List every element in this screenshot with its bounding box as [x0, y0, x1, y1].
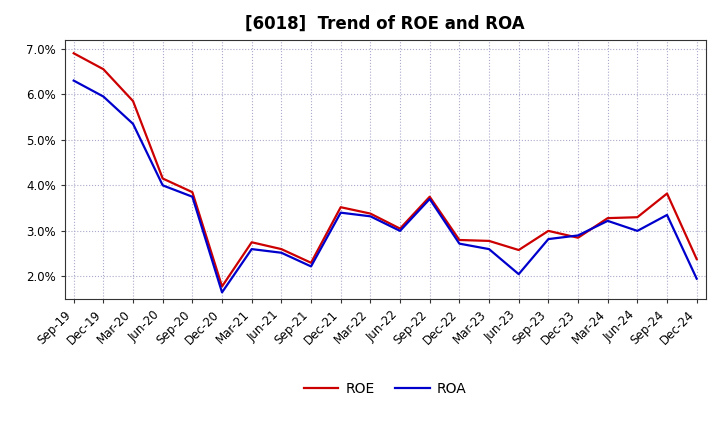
- ROA: [603, 218, 612, 224]
- ROE: [129, 99, 138, 104]
- Legend: ROE, ROA: ROE, ROA: [298, 376, 472, 401]
- ROE: [158, 176, 167, 181]
- ROE: [574, 235, 582, 240]
- ROA: [544, 236, 553, 242]
- ROE: [396, 226, 405, 231]
- ROE: [217, 284, 226, 289]
- ROA: [485, 246, 493, 252]
- ROA: [307, 264, 315, 269]
- Line: ROA: ROA: [73, 81, 697, 292]
- ROA: [69, 78, 78, 83]
- ROA: [426, 196, 434, 202]
- ROA: [336, 210, 345, 215]
- ROE: [336, 205, 345, 210]
- ROE: [99, 66, 108, 72]
- ROE: [603, 216, 612, 221]
- ROA: [633, 228, 642, 234]
- ROE: [307, 260, 315, 265]
- ROE: [693, 257, 701, 262]
- ROA: [455, 241, 464, 246]
- Title: [6018]  Trend of ROE and ROA: [6018] Trend of ROE and ROA: [246, 15, 525, 33]
- ROE: [248, 240, 256, 245]
- ROE: [188, 190, 197, 195]
- ROE: [366, 211, 374, 216]
- ROA: [217, 290, 226, 295]
- ROA: [662, 213, 671, 218]
- ROA: [514, 271, 523, 277]
- ROA: [277, 250, 286, 255]
- ROA: [158, 183, 167, 188]
- ROE: [633, 215, 642, 220]
- ROE: [514, 247, 523, 253]
- ROA: [366, 214, 374, 219]
- ROE: [662, 191, 671, 196]
- ROA: [248, 246, 256, 252]
- ROA: [129, 121, 138, 126]
- ROA: [396, 228, 405, 234]
- Line: ROE: ROE: [73, 53, 697, 286]
- ROE: [426, 194, 434, 199]
- ROA: [693, 276, 701, 281]
- ROE: [544, 228, 553, 234]
- ROE: [455, 237, 464, 242]
- ROE: [277, 246, 286, 252]
- ROE: [485, 238, 493, 244]
- ROA: [574, 233, 582, 238]
- ROA: [99, 94, 108, 99]
- ROA: [188, 194, 197, 199]
- ROE: [69, 51, 78, 56]
